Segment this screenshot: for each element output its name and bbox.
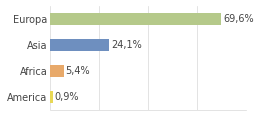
Text: 5,4%: 5,4% [66, 66, 90, 76]
Bar [50, 39, 109, 51]
Bar [50, 65, 64, 77]
Text: 69,6%: 69,6% [223, 14, 253, 24]
Text: 24,1%: 24,1% [111, 40, 142, 50]
Bar [50, 91, 53, 103]
Text: 0,9%: 0,9% [55, 92, 79, 102]
Bar [50, 13, 221, 25]
